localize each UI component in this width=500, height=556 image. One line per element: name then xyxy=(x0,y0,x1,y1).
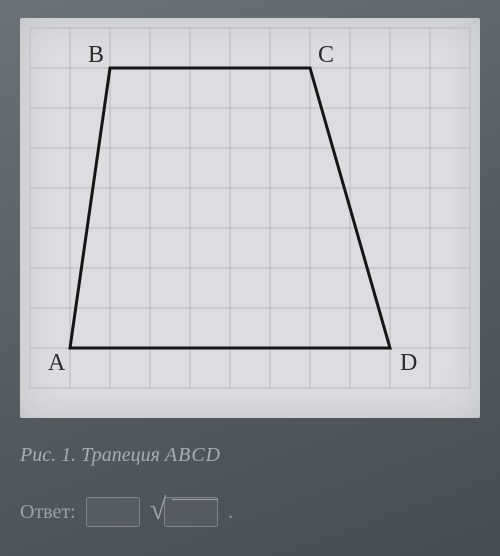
sqrt-overline xyxy=(172,499,218,500)
answer-label: Ответ: xyxy=(20,501,76,524)
vertex-label-A: A xyxy=(48,350,66,376)
caption-prefix: Рис. 1. Трапеция xyxy=(20,444,165,466)
vertex-label-B: B xyxy=(88,42,104,68)
sqrt-group: √ xyxy=(150,495,218,529)
vertex-label-C: C xyxy=(318,42,334,68)
figure-container: A B C D xyxy=(20,18,480,418)
page-root: A B C D Рис. 1. Трапеция ABCD Ответ: √ . xyxy=(0,0,500,556)
caption-math: ABCD xyxy=(165,444,221,466)
vertex-label-D: D xyxy=(400,350,417,376)
answer-box-1[interactable] xyxy=(86,497,140,527)
answer-row: Ответ: √ . xyxy=(20,495,480,529)
answer-box-2[interactable] xyxy=(164,497,218,527)
figure-caption: Рис. 1. Трапеция ABCD xyxy=(20,444,480,467)
answer-trailing: . xyxy=(228,501,233,524)
trapezoid-grid-svg: A B C D xyxy=(20,18,480,418)
sqrt-icon: √ xyxy=(150,493,166,527)
